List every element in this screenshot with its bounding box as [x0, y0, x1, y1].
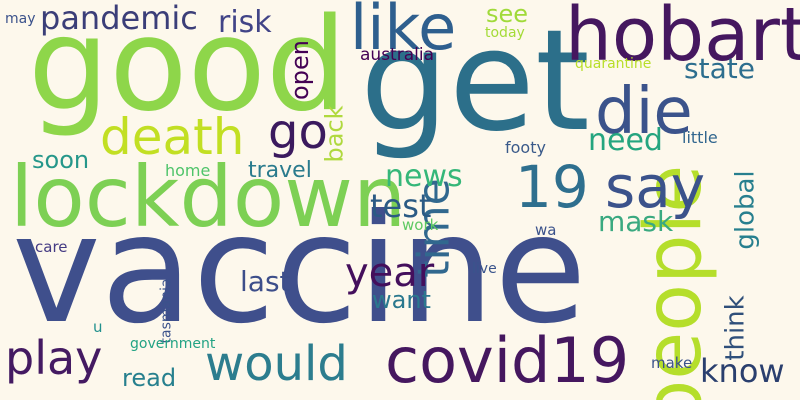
- word-work: work: [402, 216, 439, 234]
- word-like: like: [350, 0, 457, 64]
- word-think: think: [720, 294, 751, 361]
- word-u: u: [93, 318, 103, 336]
- word-government: government: [130, 336, 216, 352]
- word-state: state: [684, 52, 755, 85]
- word-year: year: [345, 250, 435, 296]
- word-news: news: [385, 159, 463, 194]
- word-19: 19: [515, 153, 589, 221]
- word-know: know: [700, 352, 785, 390]
- word-live: live: [472, 261, 497, 277]
- word-footy: footy: [505, 138, 546, 157]
- word-want: want: [372, 286, 431, 314]
- word-make: make: [651, 354, 693, 372]
- word-death: death: [100, 108, 245, 166]
- word-travel: travel: [248, 158, 312, 183]
- word-would: would: [205, 336, 348, 392]
- word-may: may: [5, 11, 36, 27]
- word-pandemic: pandemic: [40, 0, 198, 37]
- word-get: get: [360, 0, 590, 163]
- word-global: global: [730, 169, 761, 250]
- word-wa: wa: [535, 221, 557, 239]
- word-read: read: [122, 364, 177, 392]
- word-see: see: [486, 0, 529, 28]
- word-australia: australia: [360, 45, 434, 65]
- word-good: good: [28, 0, 348, 140]
- word-test: test: [370, 187, 432, 225]
- word-die: die: [595, 75, 693, 149]
- word-go: go: [268, 104, 328, 160]
- word-mask: mask: [598, 205, 674, 238]
- word-covid19: covid19: [385, 324, 630, 397]
- word-care: care: [35, 238, 68, 256]
- word-back: back: [320, 104, 349, 163]
- word-play: play: [5, 331, 103, 385]
- word-open: open: [285, 40, 314, 100]
- word-soon: soon: [32, 146, 90, 174]
- word-today: today: [485, 25, 525, 41]
- word-tasmania: tasmania: [157, 278, 174, 343]
- word-last: last: [240, 265, 291, 298]
- word-quarantine: quarantine: [575, 56, 652, 72]
- word-little: little: [682, 128, 718, 147]
- word-say: say: [605, 153, 706, 221]
- word-need: need: [588, 123, 663, 158]
- word-lockdown: lockdown: [10, 148, 407, 246]
- word-risk: risk: [218, 5, 272, 40]
- word-hobart: hobart: [565, 0, 800, 78]
- word-vaccine: vaccine: [12, 183, 587, 357]
- word-home: home: [165, 161, 211, 180]
